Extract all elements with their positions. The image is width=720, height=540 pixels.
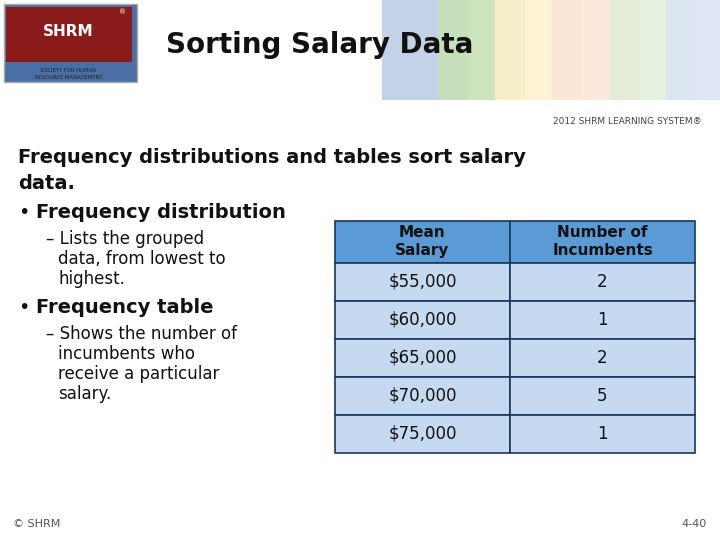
Text: $75,000: $75,000 <box>388 424 456 443</box>
Bar <box>510 376 695 415</box>
Text: $70,000: $70,000 <box>388 387 456 404</box>
Bar <box>382 0 468 100</box>
Text: SHRM: SHRM <box>43 24 94 39</box>
Text: Frequency distributions and tables sort salary: Frequency distributions and tables sort … <box>18 147 526 167</box>
Text: – Lists the grouped: – Lists the grouped <box>46 230 204 248</box>
Text: data.: data. <box>18 173 75 193</box>
Text: •: • <box>18 202 30 221</box>
Bar <box>6 7 132 62</box>
Text: © SHRM: © SHRM <box>13 519 60 529</box>
Text: incumbents who: incumbents who <box>58 345 195 362</box>
Bar <box>510 301 695 339</box>
Text: 1: 1 <box>597 310 608 329</box>
Bar <box>510 262 695 301</box>
Text: – Shows the number of: – Shows the number of <box>46 325 237 342</box>
Text: Number of
Incumbents: Number of Incumbents <box>552 225 653 258</box>
Text: $55,000: $55,000 <box>388 273 456 291</box>
Bar <box>510 339 695 376</box>
Bar <box>609 0 696 100</box>
Bar <box>335 221 510 262</box>
Text: receive a particular: receive a particular <box>58 364 220 383</box>
Text: 4-40: 4-40 <box>682 519 707 529</box>
Text: $60,000: $60,000 <box>388 310 456 329</box>
Bar <box>335 301 510 339</box>
Bar <box>666 0 720 100</box>
Bar <box>335 376 510 415</box>
Text: •: • <box>18 298 30 316</box>
Bar <box>438 0 525 100</box>
Bar <box>4 4 137 82</box>
Bar <box>335 339 510 376</box>
Text: Frequency distribution: Frequency distribution <box>36 202 286 221</box>
Text: 1: 1 <box>597 424 608 443</box>
Text: data, from lowest to: data, from lowest to <box>58 249 225 268</box>
Text: Mean
Salary: Mean Salary <box>395 225 450 258</box>
Bar <box>335 415 510 453</box>
Bar <box>510 415 695 453</box>
Bar <box>495 0 582 100</box>
Text: 2: 2 <box>597 349 608 367</box>
Text: SOCIETY FOR HUMAN
RESOURCE MANAGEMENT: SOCIETY FOR HUMAN RESOURCE MANAGEMENT <box>35 69 102 79</box>
Text: 2012 SHRM LEARNING SYSTEM®: 2012 SHRM LEARNING SYSTEM® <box>554 117 702 126</box>
Text: 5: 5 <box>598 387 608 404</box>
Bar <box>510 221 695 262</box>
Bar <box>552 0 639 100</box>
Text: $65,000: $65,000 <box>388 349 456 367</box>
Text: 2: 2 <box>597 273 608 291</box>
Text: Sorting Salary Data: Sorting Salary Data <box>166 31 473 59</box>
Text: Frequency table: Frequency table <box>36 298 214 316</box>
Bar <box>335 262 510 301</box>
Text: salary.: salary. <box>58 384 112 403</box>
Text: ®: ® <box>119 9 126 15</box>
Text: highest.: highest. <box>58 269 125 288</box>
